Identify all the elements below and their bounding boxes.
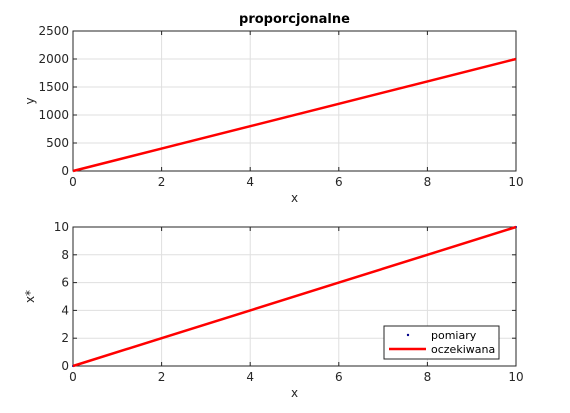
- y-tick-label: 4: [61, 303, 69, 317]
- x-tick-label: 10: [508, 175, 523, 189]
- plot-area: [73, 31, 516, 171]
- x-tick-label: 0: [69, 175, 77, 189]
- y-tick-label: 500: [46, 136, 69, 150]
- y-tick-label: 10: [54, 220, 69, 234]
- legend-label-pomiary: pomiary: [431, 329, 477, 342]
- x-tick-label: 8: [424, 370, 432, 384]
- y-axis-label: x*: [23, 290, 37, 303]
- series-line-oczekiwana: [72, 225, 517, 368]
- chart-1: 0 2 4 6 8 10 0 500 1000 1500 2000 2500 x y proporcjona…: [23, 12, 524, 205]
- x-axis-label: x: [291, 386, 298, 400]
- series-line-data: [72, 57, 517, 173]
- y-tick-label: 2500: [38, 24, 69, 38]
- x-tick-label: 0: [69, 370, 77, 384]
- y-tick-label: 2: [61, 331, 69, 345]
- y-tick-label: 1000: [38, 108, 69, 122]
- legend-box: [383, 325, 500, 360]
- x-tick-label: 10: [508, 370, 523, 384]
- y-tick-label: 6: [61, 276, 69, 290]
- legend-label-oczekiwana: oczekiwana: [431, 343, 495, 356]
- x-tick-label: 4: [246, 370, 254, 384]
- legend-marker-pomiary: [406, 333, 410, 337]
- y-tick-label: 0: [61, 359, 69, 373]
- x-tick-label: 4: [246, 175, 254, 189]
- y-tick-label: 8: [61, 248, 69, 262]
- axes-box: [72, 226, 517, 367]
- y-tick-label: 2000: [38, 52, 69, 66]
- x-tick-label: 6: [335, 175, 343, 189]
- x-tick-label: 8: [424, 175, 432, 189]
- y-axis-label: y: [23, 97, 37, 104]
- x-axis-label: x: [291, 191, 298, 205]
- y-tick-label: 1500: [38, 80, 69, 94]
- y-tick-label: 0: [61, 164, 69, 178]
- x-tick-label: 2: [158, 370, 166, 384]
- axes-box: [72, 30, 517, 172]
- x-tick-label: 2: [158, 175, 166, 189]
- chart-title: proporcjonalne: [239, 12, 350, 27]
- x-tick-label: 6: [335, 370, 343, 384]
